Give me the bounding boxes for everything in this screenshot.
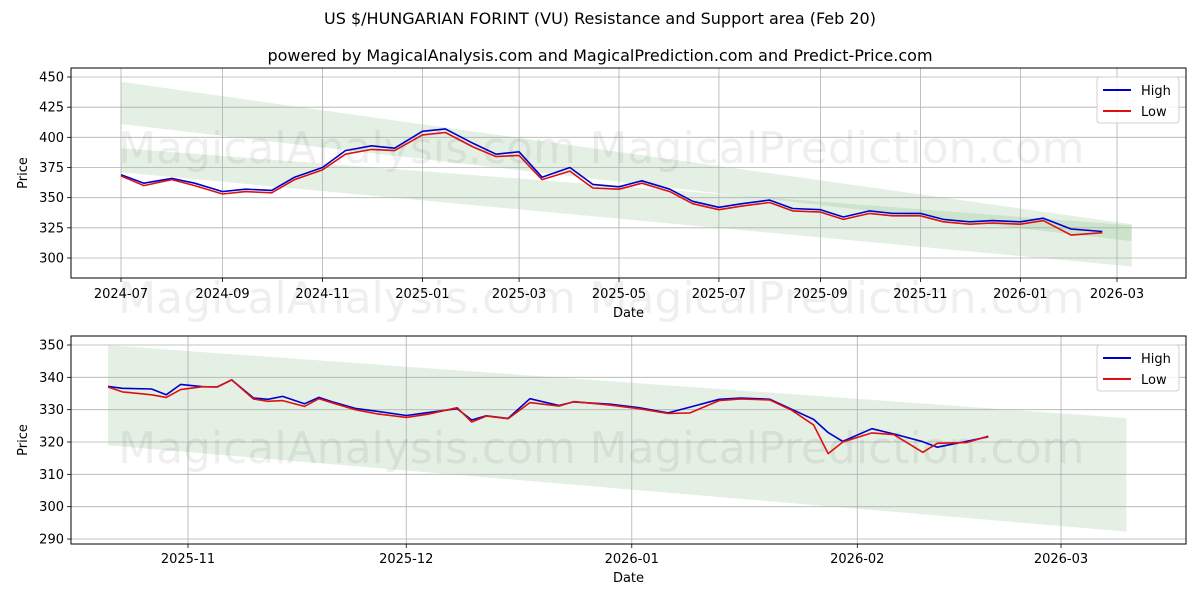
x-tick-label: 2025-11: [161, 552, 215, 567]
band-layer: [121, 81, 1132, 267]
support-band: [121, 148, 1132, 267]
y-tick-label: 400: [39, 131, 64, 146]
chart-title: US $/HUNGARIAN FORINT (VU) Resistance an…: [324, 9, 876, 28]
y-tick-label: 325: [39, 221, 64, 236]
x-tick-label: 2025-03: [492, 287, 546, 302]
x-tick-label: 2025-05: [592, 287, 646, 302]
legend-label: Low: [1141, 105, 1167, 120]
x-tick-label: 2024-09: [195, 287, 249, 302]
plot-frame: [70, 335, 1187, 545]
x-axis-label: Date: [613, 571, 644, 586]
svg-text:MagicalPrediction.com: MagicalPrediction.com: [590, 273, 1085, 324]
legend-label: High: [1141, 84, 1171, 99]
x-tick-label: 2026-02: [830, 552, 884, 567]
x-tick-label: 2024-11: [295, 287, 349, 302]
grid: 300 325 350 375 400 425 450 2024-07 2024-09 2024-…: [39, 68, 1186, 302]
low-line: [120, 131, 1103, 236]
y-tick-label: 290: [39, 533, 64, 548]
legend: High Low: [1096, 76, 1180, 124]
overlap-band: [107, 371, 1127, 464]
y-tick-label: 450: [39, 71, 64, 86]
x-tick-label: 2025-01: [395, 287, 449, 302]
support-band: [107, 421, 1127, 532]
y-tick-label: 320: [39, 436, 64, 451]
chart-subtitle: powered by MagicalAnalysis.com and Magic…: [267, 46, 933, 65]
x-tick-label: 2026-03: [1090, 287, 1144, 302]
y-tick-label: 375: [39, 161, 64, 176]
svg-text:MagicalAnalysis.com: MagicalAnalysis.com: [118, 423, 576, 474]
y-axis-label: Price: [16, 424, 31, 456]
svg-text:MagicalPrediction.com: MagicalPrediction.com: [590, 423, 1085, 474]
svg-text:MagicalAnalysis.com: MagicalAnalysis.com: [118, 273, 576, 324]
band-layer: [107, 345, 1127, 532]
legend: High Low: [1096, 344, 1180, 392]
y-tick-label: 330: [39, 403, 64, 418]
bottom-chart: 290 300 310 320 330 340 350 2025-11 2025-12 2026-…: [16, 335, 1187, 586]
x-tick-label: 2024-07: [94, 287, 148, 302]
y-tick-label: 350: [39, 191, 64, 206]
legend-label: High: [1141, 352, 1171, 367]
high-line: [120, 128, 1103, 233]
y-tick-label: 340: [39, 371, 64, 386]
series-layer: [107, 379, 989, 455]
resistance-band: [121, 81, 1132, 242]
series-layer: [120, 128, 1103, 236]
plot-frame: [70, 67, 1187, 279]
resistance-band: [107, 345, 1127, 436]
y-tick-label: 300: [39, 252, 64, 267]
y-tick-label: 350: [39, 339, 64, 354]
top-chart: 300 325 350 375 400 425 450 2024-07 2024-09 2024-…: [16, 67, 1187, 324]
low-line: [107, 379, 989, 455]
x-tick-label: 2025-12: [379, 552, 433, 567]
x-tick-label: 2025-09: [793, 287, 847, 302]
x-tick-label: 2026-01: [993, 287, 1047, 302]
y-tick-label: 300: [39, 500, 64, 515]
x-tick-label: 2026-03: [1034, 552, 1088, 567]
svg-text:MagicalPrediction.com: MagicalPrediction.com: [590, 123, 1085, 174]
y-axis-label: Price: [16, 157, 31, 189]
watermark: MagicalAnalysis.com MagicalPrediction.com…: [118, 123, 1084, 324]
x-axis-label: Date: [613, 306, 644, 321]
x-tick-label: 2026-01: [605, 552, 659, 567]
x-tick-label: 2025-07: [692, 287, 746, 302]
svg-text:MagicalAnalysis.com: MagicalAnalysis.com: [118, 123, 576, 174]
x-tick-label: 2025-11: [893, 287, 947, 302]
y-tick-label: 310: [39, 468, 64, 483]
legend-label: Low: [1141, 373, 1167, 388]
watermark: MagicalAnalysis.com MagicalPrediction.com: [118, 423, 1084, 474]
y-tick-label: 425: [39, 101, 64, 116]
grid: 290 300 310 320 330 340 350 2025-11 2025-12 2026-…: [39, 336, 1186, 567]
